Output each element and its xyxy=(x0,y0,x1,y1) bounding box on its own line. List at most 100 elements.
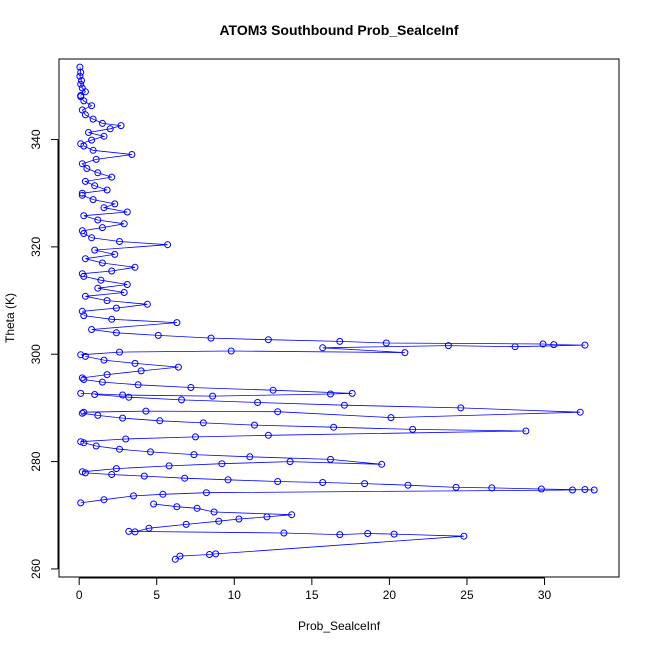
data-point xyxy=(159,490,167,498)
data-point xyxy=(85,129,92,136)
data-point xyxy=(108,267,116,275)
data-point xyxy=(590,486,598,494)
y-tick-label: 300 xyxy=(29,344,43,364)
data-point xyxy=(137,367,145,375)
data-point xyxy=(192,433,199,441)
data-point xyxy=(182,520,190,528)
data-point xyxy=(404,481,412,489)
data-point xyxy=(336,337,344,345)
series-profile-i xyxy=(78,272,151,315)
data-point xyxy=(80,376,88,383)
data-point xyxy=(142,407,150,415)
data-point xyxy=(103,186,111,194)
data-point xyxy=(111,200,119,208)
data-point xyxy=(80,439,88,447)
data-point xyxy=(98,119,106,127)
data-point xyxy=(210,508,218,516)
data-point xyxy=(488,484,496,492)
data-point xyxy=(77,80,85,88)
data-point xyxy=(88,234,96,242)
data-point xyxy=(190,451,198,459)
data-point xyxy=(122,435,130,443)
y-axis-label: Theta (K) xyxy=(3,293,17,343)
series-profile-e xyxy=(80,391,584,422)
series-line xyxy=(82,276,148,312)
data-point xyxy=(92,155,100,163)
data-point xyxy=(274,408,282,416)
series-profile-f xyxy=(77,376,356,400)
data-point xyxy=(78,77,85,84)
data-point xyxy=(89,196,97,204)
data-point xyxy=(154,331,162,339)
data-point xyxy=(81,255,89,263)
x-tick-label: 15 xyxy=(305,588,319,602)
data-point xyxy=(100,132,108,140)
plot-frame xyxy=(58,58,620,578)
data-point xyxy=(212,550,220,558)
data-point xyxy=(120,220,128,228)
data-point xyxy=(581,486,589,493)
series-line xyxy=(82,442,382,473)
data-point xyxy=(128,151,136,158)
y-tick-label: 320 xyxy=(29,237,43,257)
data-point xyxy=(108,173,116,181)
series-profile-a xyxy=(125,500,468,563)
y-tick-label: 280 xyxy=(29,451,43,471)
data-point xyxy=(576,408,584,416)
data-point xyxy=(286,458,294,466)
data-point xyxy=(81,352,89,360)
data-point xyxy=(119,391,127,399)
data-point xyxy=(181,474,189,482)
data-point xyxy=(227,347,235,355)
data-point xyxy=(387,414,395,422)
data-point xyxy=(207,334,215,342)
data-point xyxy=(140,472,148,480)
data-point xyxy=(77,351,85,359)
data-point xyxy=(202,489,210,497)
data-point xyxy=(288,511,296,519)
data-point xyxy=(581,341,589,349)
data-point xyxy=(106,125,114,133)
data-point xyxy=(263,513,271,521)
data-point xyxy=(100,356,108,364)
data-point xyxy=(77,499,85,507)
data-point xyxy=(108,471,116,478)
series-line xyxy=(81,145,132,194)
data-point xyxy=(131,263,139,271)
data-point xyxy=(91,182,99,190)
data-point xyxy=(569,486,576,494)
x-tick-label: 20 xyxy=(383,588,397,602)
data-point xyxy=(215,517,223,525)
data-point xyxy=(76,63,84,71)
series-profile-k xyxy=(78,191,131,235)
data-point xyxy=(444,342,452,350)
series-line xyxy=(80,96,122,145)
data-point xyxy=(174,363,182,371)
data-point xyxy=(103,371,111,379)
data-point xyxy=(269,386,277,394)
data-point xyxy=(92,442,100,450)
data-point xyxy=(77,140,85,148)
chart-title: ATOM3 Southbound Prob_SealceInf xyxy=(219,22,458,38)
data-point xyxy=(111,250,119,258)
data-point xyxy=(361,480,369,488)
data-point xyxy=(78,227,86,235)
data-point xyxy=(119,414,127,422)
y-tick-label: 340 xyxy=(29,129,43,149)
series-line xyxy=(80,315,585,356)
data-point xyxy=(80,212,88,220)
data-point xyxy=(100,204,108,212)
data-point xyxy=(209,392,217,400)
data-point xyxy=(401,349,409,357)
series-profile-j xyxy=(78,230,172,278)
data-point xyxy=(319,479,327,486)
data-point xyxy=(116,445,123,453)
data-point xyxy=(264,431,272,439)
data-point xyxy=(165,462,173,470)
data-point xyxy=(77,68,85,76)
data-point xyxy=(78,106,86,114)
data-point xyxy=(130,492,137,500)
data-point xyxy=(98,259,106,267)
data-point xyxy=(88,102,96,110)
